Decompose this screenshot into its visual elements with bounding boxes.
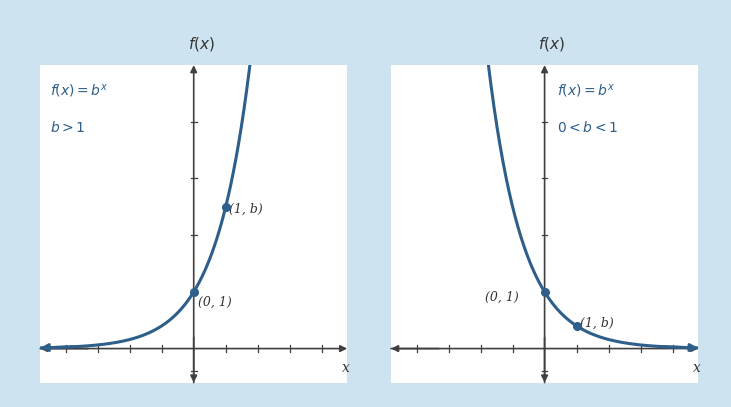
Text: (1, b): (1, b) bbox=[580, 317, 614, 330]
Text: $b > 1$: $b > 1$ bbox=[50, 120, 86, 135]
Text: (0, 1): (0, 1) bbox=[197, 296, 231, 309]
Text: $0 < b < 1$: $0 < b < 1$ bbox=[558, 120, 618, 135]
Text: x: x bbox=[692, 361, 700, 375]
Text: $f(x) = b^x$: $f(x) = b^x$ bbox=[558, 82, 616, 99]
Text: $f(x) = b^x$: $f(x) = b^x$ bbox=[50, 82, 108, 99]
Text: (1, b): (1, b) bbox=[229, 203, 262, 216]
Text: x: x bbox=[341, 361, 349, 375]
Text: (0, 1): (0, 1) bbox=[485, 290, 519, 303]
Text: $f(x)$: $f(x)$ bbox=[188, 35, 214, 53]
Text: $f(x)$: $f(x)$ bbox=[539, 35, 565, 53]
